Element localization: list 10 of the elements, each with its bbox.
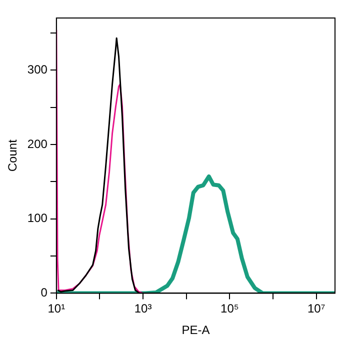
y-tick-label: 0 — [40, 286, 48, 300]
x-tick-label: 10³ — [134, 302, 152, 316]
x-axis-title: PE-A — [182, 323, 210, 338]
x-tick-label: 10⁷ — [307, 302, 326, 316]
y-tick-label: 300 — [27, 62, 48, 76]
x-tick-label: 10¹ — [48, 302, 66, 316]
y-tick-label: 200 — [27, 136, 48, 151]
y-tick-label: 100 — [27, 211, 48, 226]
y-axis-title: Count — [6, 138, 20, 172]
x-tick-label: 10⁵ — [220, 302, 239, 316]
